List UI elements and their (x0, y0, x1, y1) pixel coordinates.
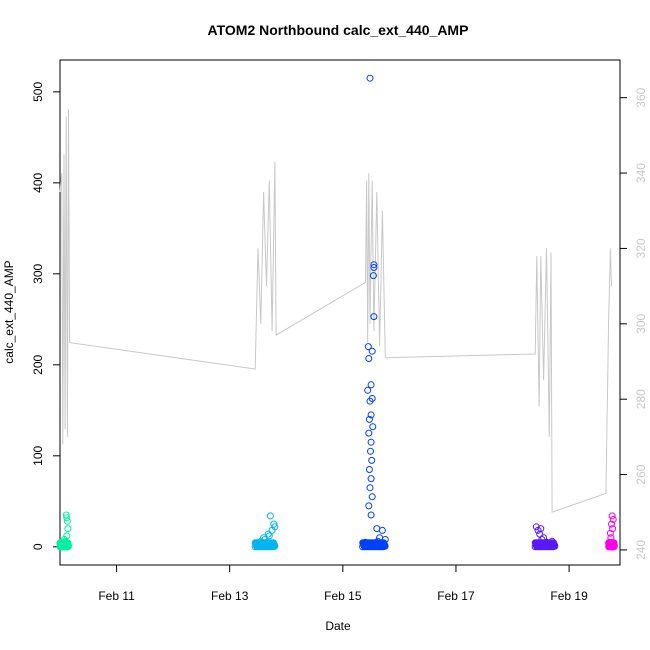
scatter-point (532, 523, 540, 531)
scatter-point (607, 541, 615, 549)
plot-frame (59, 59, 621, 566)
scatter-point (608, 512, 616, 520)
y2-tick-label: 240 (634, 540, 648, 560)
y2-tick-label: 260 (634, 464, 648, 484)
scatter-points (56, 74, 618, 551)
scatter-point (545, 540, 553, 548)
scatter-point (266, 512, 274, 520)
scatter-point (378, 526, 386, 534)
x-tick-label: Feb 13 (211, 589, 249, 603)
x-tick-label: Feb 15 (324, 589, 362, 603)
scatter-point (366, 74, 374, 82)
scatter-point (367, 541, 375, 549)
scatter-point (366, 397, 374, 405)
scatter-point (367, 411, 375, 419)
scatter-point (367, 447, 374, 455)
scatter-point (370, 261, 378, 269)
scatter-point (368, 347, 376, 355)
scatter-point (264, 530, 272, 538)
scatter-point (365, 429, 373, 437)
y-axis: 0 100 200 300 400 500 (31, 82, 60, 550)
y-tick-label: 300 (31, 263, 45, 283)
scatter-point (369, 423, 377, 431)
y-tick-label: 0 (31, 543, 45, 550)
scatter-point (368, 493, 376, 501)
scatter-point (367, 475, 375, 483)
scatter-point (63, 517, 71, 525)
y-tick-label: 500 (31, 82, 45, 102)
y-tick-label: 100 (31, 445, 45, 465)
x-tick-label: Feb 11 (98, 589, 135, 603)
scatter-point (62, 511, 70, 519)
x-tick-label: Feb 19 (550, 589, 588, 603)
scatter-point (367, 381, 375, 389)
y2-tick-label: 280 (634, 389, 648, 409)
scatter-point (63, 514, 71, 522)
chart-title: ATOM2 Northbound calc_ext_440_AMP (208, 22, 469, 38)
scatter-point (609, 525, 617, 533)
x-axis-label: Date (325, 619, 351, 633)
scatter-point (365, 355, 373, 362)
scatter-point (373, 525, 381, 533)
y2-tick-label: 340 (634, 163, 648, 183)
scatter-point (265, 532, 273, 540)
scatter-point (367, 511, 375, 519)
scatter-point (370, 264, 378, 271)
scatter-point (609, 516, 617, 523)
x-tick-label: Feb 17 (437, 589, 475, 603)
scatter-point (364, 343, 372, 351)
y-tick-label: 400 (31, 173, 45, 193)
scatter-point (64, 525, 72, 533)
scatter-point (365, 415, 373, 423)
scatter-point (608, 520, 615, 528)
scatter-point (609, 540, 617, 548)
y2-tick-label: 320 (634, 238, 648, 258)
scatter-point (374, 540, 382, 548)
scatter-point (360, 542, 368, 550)
y-tick-label: 200 (31, 354, 45, 374)
scatter-point (365, 502, 373, 510)
scatter-point (62, 540, 70, 548)
line-series (59, 108, 612, 513)
scatter-point (367, 438, 375, 446)
scatter-point (364, 386, 372, 394)
y-axis-label: calc_ext_440_AMP (2, 260, 16, 363)
scatter-point (271, 523, 279, 531)
y2-axis: 240 260 280 300 320 340 360 (620, 87, 648, 560)
scatter-point (265, 540, 273, 548)
scatter-point (369, 272, 377, 280)
y2-tick-label: 300 (634, 313, 648, 333)
scatter-point (366, 484, 374, 492)
scatter-point (368, 456, 376, 464)
scatter-point (365, 466, 373, 473)
line-path (59, 108, 612, 513)
scatter-point (370, 313, 378, 321)
x-axis: Feb 11 Feb 13 Feb 15 Feb 17 Feb 19 (98, 565, 588, 603)
y2-tick-label: 360 (634, 87, 648, 107)
